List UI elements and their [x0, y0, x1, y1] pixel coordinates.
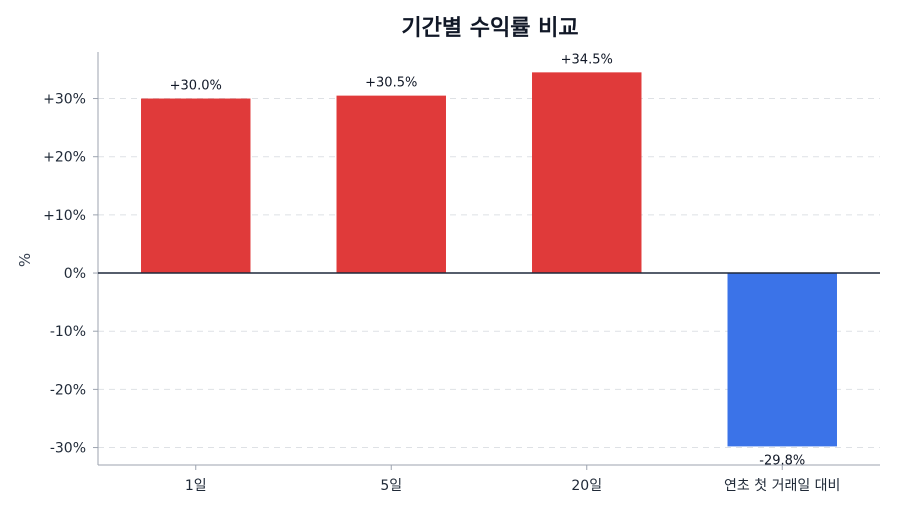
- y-tick-label: +30%: [43, 92, 86, 108]
- bar: [727, 273, 837, 447]
- y-tick-label: +10%: [43, 208, 86, 224]
- y-axis-label: %: [16, 253, 34, 267]
- bars: [141, 72, 837, 447]
- axes: [93, 52, 880, 470]
- data-label: +34.5%: [561, 52, 613, 67]
- bar: [532, 72, 642, 274]
- labels: -30% -20% -10% 0% +10% +20% +30% +30.0% 1일 +30.5%…: [43, 52, 840, 494]
- data-label: +30.0%: [170, 79, 222, 94]
- x-tick-label: 1일: [185, 478, 207, 494]
- data-label: -29.8%: [759, 453, 805, 468]
- bar: [141, 98, 251, 274]
- x-tick-label: 연초 첫 거래일 대비: [724, 478, 840, 494]
- chart-title: 기간별 수익률 비교: [401, 16, 578, 41]
- y-tick-label: -20%: [50, 382, 86, 398]
- data-label: +30.5%: [365, 76, 417, 91]
- bar: [336, 95, 446, 274]
- y-tick-label: +20%: [43, 150, 86, 166]
- y-tick-label: 0%: [64, 266, 86, 282]
- x-tick-label: 20일: [571, 478, 602, 494]
- y-tick-label: -10%: [50, 324, 86, 340]
- y-tick-label: -30%: [50, 441, 86, 457]
- x-tick-label: 5일: [380, 478, 402, 494]
